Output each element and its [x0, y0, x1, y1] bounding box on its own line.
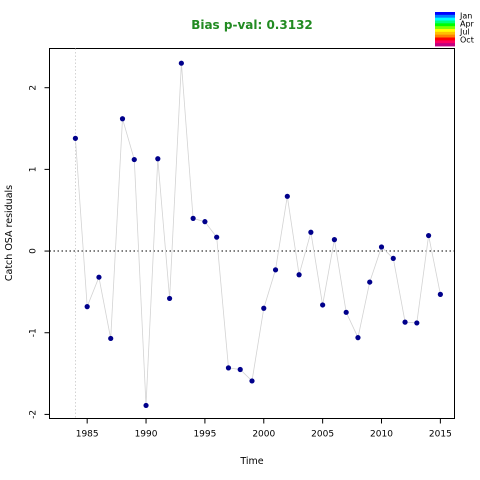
y-tick-label: 2	[29, 85, 39, 91]
residual-point	[237, 366, 243, 373]
residual-point	[355, 335, 361, 341]
legend-color-band	[435, 37, 455, 41]
legend-label: Jul	[459, 28, 470, 37]
plot-frame	[49, 48, 455, 419]
y-axis-label: Catch OSA residuals	[4, 185, 15, 281]
x-tick-label: 1985	[76, 430, 99, 440]
legend-color-band	[435, 26, 455, 30]
residual-point	[390, 255, 396, 262]
residual-point	[367, 279, 373, 285]
residual-point	[108, 335, 114, 342]
legend-label: Oct	[460, 36, 474, 45]
residual-point	[320, 302, 326, 308]
legend-color-band	[435, 17, 455, 21]
x-tick-label: 2000	[252, 430, 275, 440]
legend-color-band	[435, 29, 455, 33]
residual-point	[202, 219, 208, 225]
legend-label: Jan	[459, 12, 472, 21]
legend-color-band	[435, 31, 455, 36]
legend-color-band	[435, 20, 455, 24]
residual-point	[190, 215, 196, 221]
x-axis-label: Time	[239, 456, 263, 467]
chart-title: Bias p-val: 0.3132	[191, 18, 313, 32]
residual-point	[225, 365, 232, 371]
residual-point	[437, 291, 443, 297]
residual-point	[84, 304, 90, 310]
legend-color-band	[435, 23, 455, 27]
residual-point	[331, 237, 338, 243]
x-tick-label: 2010	[370, 430, 393, 440]
residual-point	[119, 116, 126, 122]
legend-color-band	[435, 12, 455, 16]
residual-point	[131, 156, 137, 163]
x-tick-label: 2005	[311, 430, 334, 440]
residual-point	[72, 135, 79, 141]
residual-point	[378, 244, 385, 250]
residual-point	[143, 402, 149, 409]
legend-label: Apr	[460, 20, 475, 29]
legend-color-band	[435, 43, 455, 47]
x-tick-label: 2015	[429, 430, 452, 440]
residual-line	[75, 63, 441, 406]
x-tick-label: 1990	[135, 430, 158, 440]
legend-color-band	[435, 40, 455, 44]
residual-point	[178, 60, 184, 66]
residual-point	[155, 156, 161, 162]
residual-point	[425, 232, 432, 239]
x-tick-label: 1995	[193, 430, 216, 440]
residual-point	[284, 193, 290, 199]
residual-point	[249, 378, 255, 384]
residual-point	[96, 274, 102, 280]
legend-color-band	[435, 14, 455, 19]
y-tick-label: 1	[29, 167, 39, 173]
residual-point	[414, 320, 420, 326]
y-tick-label: -2	[29, 410, 39, 419]
y-tick-label: -1	[29, 328, 39, 337]
legend-color-band	[435, 34, 455, 38]
residual-point	[166, 295, 173, 302]
residual-point	[296, 272, 302, 278]
residual-point	[272, 267, 279, 273]
y-tick-label: 0	[29, 248, 39, 254]
residual-point	[402, 319, 408, 325]
residual-point	[214, 234, 220, 240]
residual-point	[308, 229, 314, 235]
residual-point	[343, 309, 349, 315]
residual-point	[261, 305, 267, 311]
